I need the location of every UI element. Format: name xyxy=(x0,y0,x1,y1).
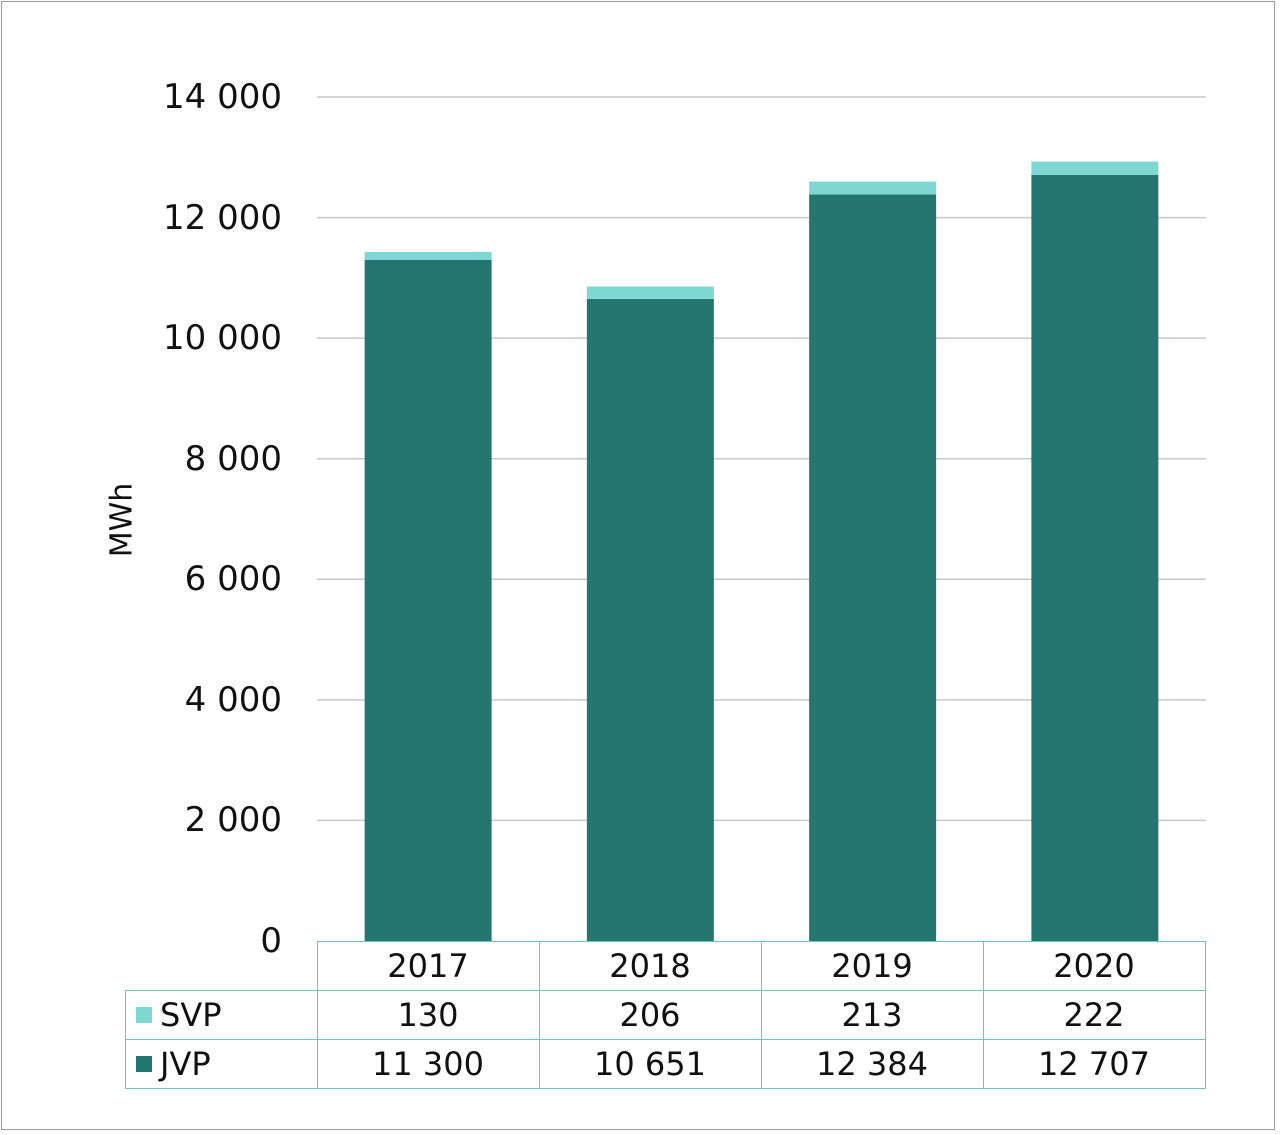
jvp-value-2017: 11 300 xyxy=(316,1039,540,1089)
bar-svp-2018 xyxy=(586,286,714,299)
jvp-value-2018: 10 651 xyxy=(538,1039,762,1089)
y-tick-label-4000: 4 000 xyxy=(184,679,282,720)
category-label-2018: 2018 xyxy=(538,941,762,991)
bar-jvp-2020 xyxy=(1031,174,1159,941)
legend-label-svp: SVP xyxy=(160,996,222,1034)
legend-entry-svp: SVP xyxy=(125,990,318,1040)
bar-jvp-2017 xyxy=(364,259,492,941)
y-tick-label-6000: 6 000 xyxy=(184,559,282,600)
y-tick-label-2000: 2 000 xyxy=(184,800,282,841)
svp-value-2017: 130 xyxy=(316,990,540,1040)
svp-value-2020: 222 xyxy=(982,990,1206,1040)
table-corner xyxy=(125,941,318,991)
y-axis-label: MWh xyxy=(104,482,140,558)
y-tick-label-14000: 14 000 xyxy=(163,77,282,117)
data-table: 2017 2018 2019 2020 SVP 130 206 213 222 … xyxy=(125,941,1206,1089)
bars xyxy=(364,161,1159,942)
bar-jvp-2019 xyxy=(809,194,937,942)
category-label-2017: 2017 xyxy=(316,941,540,991)
category-label-2019: 2019 xyxy=(760,941,984,991)
bar-jvp-2018 xyxy=(586,298,714,941)
jvp-value-2020: 12 707 xyxy=(982,1039,1206,1089)
svp-swatch xyxy=(136,1007,152,1023)
y-tick-label-12000: 12 000 xyxy=(163,197,282,238)
bar-svp-2019 xyxy=(809,181,937,195)
series-row-jvp: JVP 11 300 10 651 12 384 12 707 xyxy=(125,1039,1206,1089)
bar-svp-2017 xyxy=(364,251,492,260)
category-row: 2017 2018 2019 2020 xyxy=(125,941,1206,991)
category-label-2020: 2020 xyxy=(982,941,1206,991)
legend-label-jvp: JVP xyxy=(160,1045,211,1083)
svp-value-2019: 213 xyxy=(760,990,984,1040)
svp-value-2018: 206 xyxy=(538,990,762,1040)
jvp-swatch xyxy=(136,1056,152,1072)
series-row-svp: SVP 130 206 213 222 xyxy=(125,990,1206,1040)
jvp-value-2019: 12 384 xyxy=(760,1039,984,1089)
y-tick-label-8000: 8 000 xyxy=(184,438,282,479)
y-tick-label-10000: 10 000 xyxy=(163,318,282,359)
legend-entry-jvp: JVP xyxy=(125,1039,318,1089)
bar-svp-2020 xyxy=(1031,161,1159,175)
